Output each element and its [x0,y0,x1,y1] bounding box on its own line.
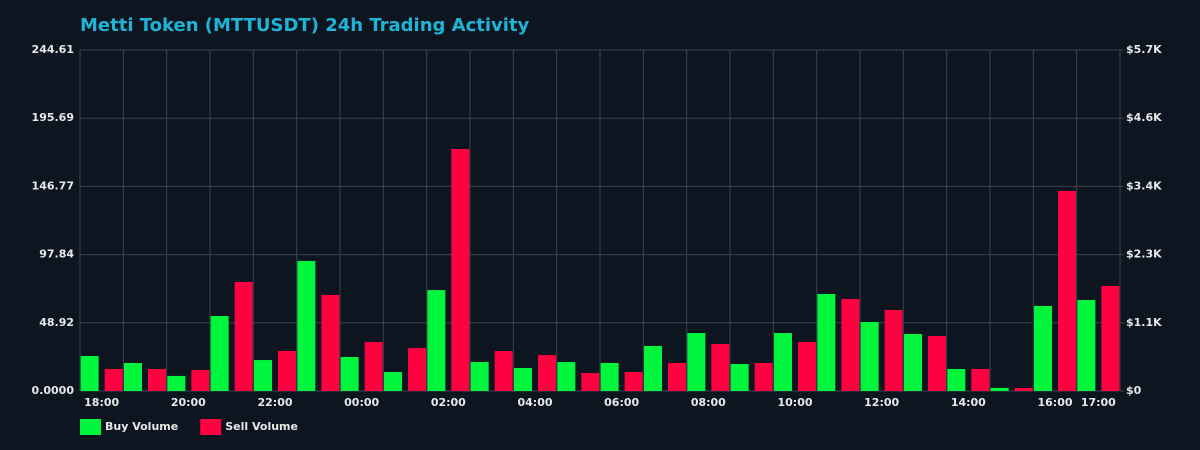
bar [254,360,272,391]
bar [514,367,532,391]
legend-swatch [80,419,101,435]
chart-title: Metti Token (MTTUSDT) 24h Trading Activi… [80,15,530,36]
y2-tick-label: $3.4K [1126,179,1162,192]
x-tick-label: 06:00 [604,396,639,409]
bar [860,321,879,391]
bar [470,362,489,391]
bar [711,344,730,391]
x-tick-label: 14:00 [951,396,986,409]
x-tick-label: 20:00 [171,396,206,409]
bar [104,368,123,391]
bar [80,356,99,391]
bar [1101,286,1120,391]
y2-tick-label: $5.7K [1126,43,1162,56]
x-tick-label: 18:00 [84,396,119,409]
bar [191,369,210,391]
legend-label: Buy Volume [105,420,178,433]
bar [1058,190,1076,391]
y-tick-label: 195.69 [32,111,74,124]
bar [557,362,576,391]
bar [990,387,1009,391]
bar [494,350,513,391]
x-tick-label: 08:00 [691,396,726,409]
bar [321,294,340,391]
bar [971,368,990,391]
bar [278,350,296,391]
bar [148,368,166,391]
bar [928,335,946,391]
bar [774,333,792,391]
x-tick-label: 16:00 [1037,396,1072,409]
y-tick-label: 146.77 [32,179,74,192]
bar [451,148,470,391]
bar [624,372,643,391]
x-tick-label: 02:00 [431,396,466,409]
bar [1077,299,1096,391]
bar [1034,305,1052,391]
bar [297,260,316,391]
bar [340,356,359,391]
bar [210,315,229,391]
bar [687,333,706,391]
bar [644,345,662,391]
x-tick-label: 12:00 [864,396,899,409]
bar [581,373,600,391]
bar [384,372,402,391]
bar [947,368,966,391]
bar [798,342,816,391]
bar [1014,387,1033,391]
bar [904,333,922,391]
x-tick-label: 00:00 [344,396,379,409]
y2-tick-label: $0 [1126,384,1142,397]
y-tick-label: 97.84 [39,248,74,261]
bar [841,298,860,391]
bar [730,363,749,391]
bar [167,375,186,391]
x-tick-label: 04:00 [517,396,552,409]
bar [234,281,253,391]
bar [884,310,903,391]
bar [817,293,836,391]
bar [427,290,446,391]
bar [668,362,686,391]
bar [600,362,619,391]
bar [364,342,383,391]
y-tick-label: 0.0000 [32,384,75,397]
y-tick-label: 48.92 [39,316,74,329]
legend-swatch [200,419,222,435]
y2-tick-label: $4.6K [1126,111,1162,124]
bar [408,348,426,391]
legend-label: Sell Volume [225,420,298,433]
x-tick-label: 22:00 [257,396,292,409]
y2-tick-label: $1.1K [1126,316,1162,329]
x-tick-label: 10:00 [777,396,812,409]
bar [124,362,142,391]
bar [754,362,773,391]
x-tick-label: 17:00 [1081,396,1116,409]
y2-tick-label: $2.3K [1126,248,1162,261]
bar [538,355,556,391]
y-tick-label: 244.61 [32,43,74,56]
